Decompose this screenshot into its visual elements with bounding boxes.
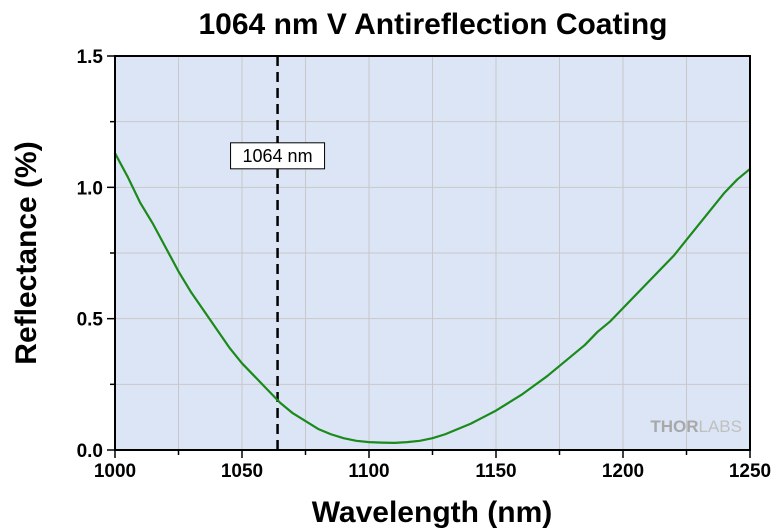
annotation-box bbox=[230, 142, 326, 170]
x-tick-label: 1250 bbox=[729, 461, 771, 482]
reflectance-line bbox=[113, 152, 752, 445]
svg-text:THORLABS: THORLABS bbox=[650, 417, 742, 436]
ticks-group bbox=[107, 55, 751, 458]
x-tick-label: 1000 bbox=[94, 461, 136, 482]
x-tick-label: 1050 bbox=[221, 461, 263, 482]
y-axis-label: Reflectance (%) bbox=[10, 141, 43, 364]
x-tick-label: 1150 bbox=[475, 461, 516, 482]
thorlabs-watermark: THORLABS bbox=[650, 417, 742, 436]
watermark-light-text: LABS bbox=[699, 417, 742, 436]
series-group bbox=[113, 152, 752, 445]
x-tick-labels: 1000 1050 1100 1150 1200 1250 bbox=[94, 461, 771, 482]
watermark-bold-text: THOR bbox=[650, 417, 698, 436]
annotation-group: 1064 nm bbox=[230, 56, 326, 450]
x-tick-label: 1100 bbox=[348, 461, 389, 482]
y-tick-label: 1.5 bbox=[77, 47, 104, 68]
y-tick-label: 0.5 bbox=[77, 310, 104, 331]
y-tick-label: 0.0 bbox=[77, 441, 103, 462]
x-axis-label: Wavelength (nm) bbox=[312, 496, 553, 529]
y-tick-label: 1.0 bbox=[77, 178, 103, 199]
annotation-label: 1064 nm bbox=[243, 146, 313, 166]
x-tick-label: 1200 bbox=[602, 461, 644, 482]
chart-title: 1064 nm V Antireflection Coating bbox=[199, 8, 668, 41]
y-tick-labels: 0.0 0.5 1.0 1.5 bbox=[77, 47, 104, 462]
